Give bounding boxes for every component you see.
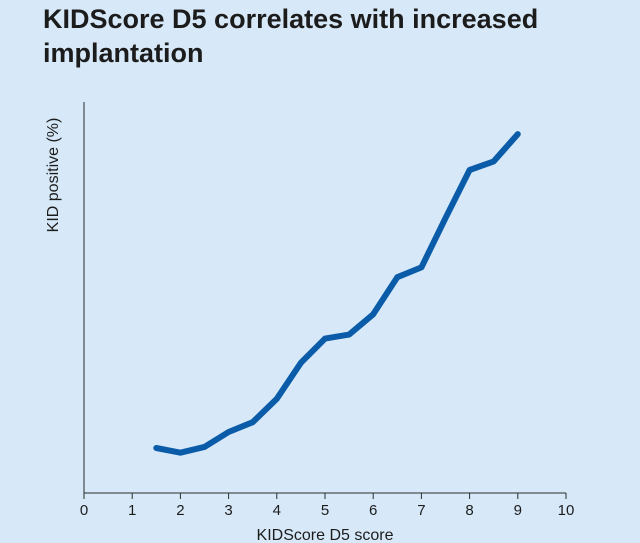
x-ticks: 0 1 2 3 4 5 6 7 8 9 10 — [80, 493, 575, 519]
x-tick-label: 8 — [465, 502, 473, 519]
x-tick-label: 6 — [369, 502, 377, 519]
y-axis-label: KID positive (%) — [45, 118, 62, 233]
x-tick-label: 4 — [273, 502, 281, 519]
x-tick-label: 3 — [224, 502, 232, 519]
x-tick-label: 5 — [321, 502, 329, 519]
x-tick-label: 1 — [128, 502, 136, 519]
x-tick-label: 10 — [558, 502, 575, 519]
x-axis-label: KIDScore D5 score — [257, 527, 394, 543]
chart-title: KIDScore D5 correlates with increased im… — [43, 4, 539, 68]
series-line — [153, 131, 521, 456]
x-tick-label: 2 — [176, 502, 184, 519]
x-tick-label: 9 — [514, 502, 522, 519]
x-tick-label: 0 — [80, 502, 88, 519]
x-tick-label: 7 — [417, 502, 425, 519]
series-layer — [153, 131, 521, 456]
